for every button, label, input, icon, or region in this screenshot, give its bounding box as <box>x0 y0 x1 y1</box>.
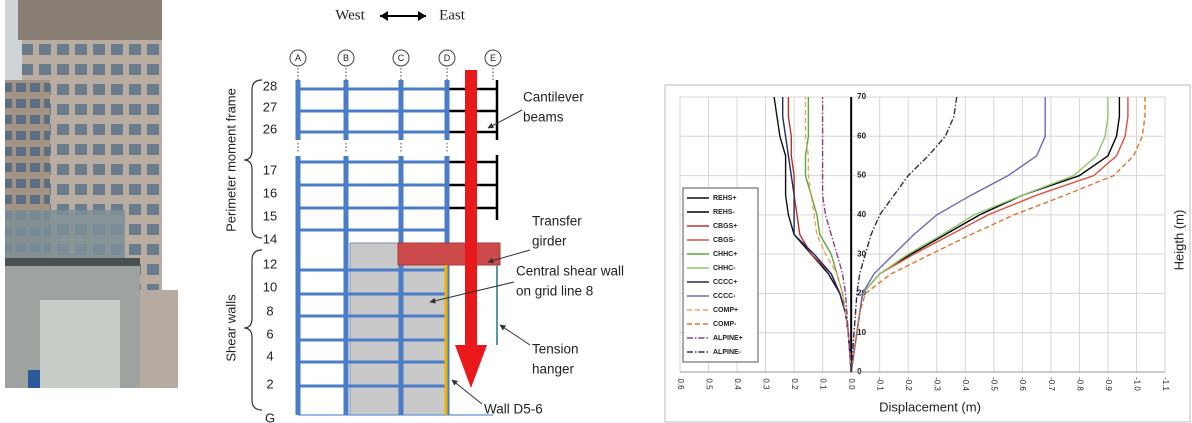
y-tick-label: 50 <box>857 171 866 180</box>
annotation: hanger <box>532 362 575 377</box>
y-tick-label: 40 <box>857 210 866 219</box>
legend-label: CHHC+ <box>713 251 737 258</box>
x-tick-label: -0.3 <box>933 377 942 391</box>
x-tick-label: 0.0 <box>847 378 856 390</box>
annotation: girder <box>532 234 567 249</box>
x-tick-label: -1.0 <box>1132 377 1141 391</box>
grid-label: D <box>444 53 451 63</box>
annotation: Transfer <box>532 214 582 229</box>
x-tick-label: -0.7 <box>1047 377 1056 391</box>
floor-label: 28 <box>263 78 277 93</box>
transfer-girder <box>398 243 500 265</box>
direction-label: West <box>335 7 365 23</box>
legend-label: ALPINE+ <box>713 335 743 342</box>
page: { "diagram": { "direction": {"west": "We… <box>0 0 1192 423</box>
grid-label: E <box>490 53 496 63</box>
leader-line <box>488 110 522 128</box>
x-tick-label: 0.6 <box>676 378 685 390</box>
leader-line <box>452 380 482 404</box>
x-tick-label: -0.8 <box>1075 377 1084 391</box>
zone-brace <box>244 80 262 238</box>
y-tick-label: 10 <box>857 328 866 337</box>
annotation: Tension <box>532 342 579 357</box>
annotation: on grid line 8 <box>516 284 593 299</box>
zone-brace <box>244 250 262 410</box>
floor-label: G <box>265 410 275 423</box>
floor-label: 4 <box>266 348 273 363</box>
structure-diagram: West East A B C D E 28 27 26 17 16 15 14 12 10 8 6 4 2 G Pe… <box>223 7 624 423</box>
legend-label: CCCC- <box>713 293 736 300</box>
legend-label: ALPINE- <box>713 349 742 356</box>
x-axis-title: Displacement (m) <box>879 399 981 414</box>
x-tick-label: -1.1 <box>1161 377 1170 391</box>
floor-label: 6 <box>266 326 273 341</box>
floor-label: 14 <box>263 231 277 246</box>
x-tick-label: 0.1 <box>819 378 828 390</box>
legend-label: REHS+ <box>713 195 737 202</box>
annotation: Central shear wall <box>516 264 624 279</box>
floor-label: 12 <box>263 256 277 271</box>
legend-label: CBGS- <box>713 237 736 244</box>
legend-label: REHS- <box>713 209 735 216</box>
floor-label: 27 <box>263 99 277 114</box>
floor-label: 15 <box>263 208 277 223</box>
floor-label: 10 <box>263 279 277 294</box>
y-axis-title: Heigth (m) <box>1171 210 1186 271</box>
x-tick-label: 0.5 <box>704 378 713 390</box>
legend-label: CCCC+ <box>713 279 737 286</box>
floor-label: 8 <box>266 303 273 318</box>
grid-label: C <box>398 53 405 63</box>
grid-label: B <box>343 53 349 63</box>
figure: West East A B C D E 28 27 26 17 16 15 14 12 10 8 6 4 2 G Pe… <box>0 0 1192 423</box>
annotation: Cantilever <box>523 90 584 105</box>
x-tick-label: 0.2 <box>790 378 799 390</box>
legend-label: COMP- <box>713 321 737 328</box>
x-tick-label: -0.2 <box>904 377 913 391</box>
y-tick-label: 70 <box>857 92 866 101</box>
load-arrow <box>455 70 487 388</box>
floor-label: 2 <box>266 376 273 391</box>
x-tick-label: -0.4 <box>961 377 970 391</box>
x-tick-label: 0.3 <box>761 378 770 390</box>
x-tick-label: -0.9 <box>1104 377 1113 391</box>
leader-line <box>500 325 530 345</box>
x-tick-label: -0.5 <box>990 377 999 391</box>
grid-label: A <box>295 53 301 63</box>
direction-label: East <box>439 7 466 23</box>
legend-label: CBGS+ <box>713 223 737 230</box>
building-photo <box>5 0 178 388</box>
annotation: beams <box>523 110 564 125</box>
x-tick-label: -0.1 <box>876 377 885 391</box>
floor-label: 16 <box>263 185 277 200</box>
legend-label: COMP+ <box>713 307 738 314</box>
annotation: Wall D5-6 <box>484 402 543 417</box>
x-tick-label: -0.6 <box>1018 377 1027 391</box>
zone-label: Shear walls <box>223 294 238 362</box>
x-tick-label: 0.4 <box>733 378 742 390</box>
y-tick-label: 60 <box>857 131 866 140</box>
legend-label: CHHC- <box>713 265 736 272</box>
zone-label: Perimeter moment frame <box>223 88 238 232</box>
floor-label: 17 <box>263 162 277 177</box>
floor-label: 26 <box>263 121 277 136</box>
